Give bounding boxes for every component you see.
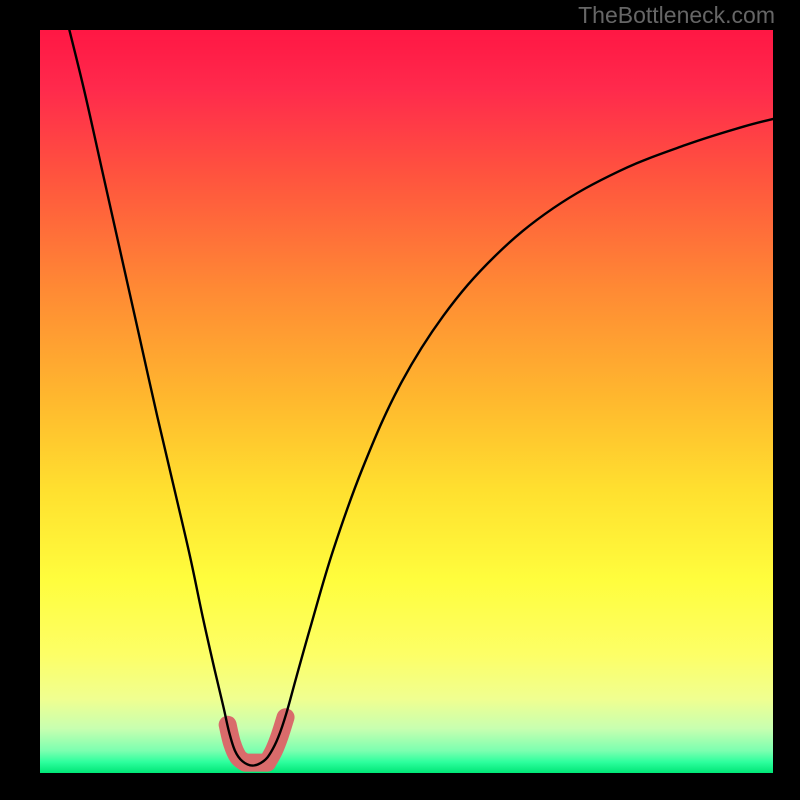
curves-layer [40, 30, 773, 773]
chart-root: TheBottleneck.com [0, 0, 800, 800]
plot-area [40, 30, 773, 773]
watermark-text: TheBottleneck.com [578, 2, 775, 29]
v-curve [66, 30, 773, 766]
